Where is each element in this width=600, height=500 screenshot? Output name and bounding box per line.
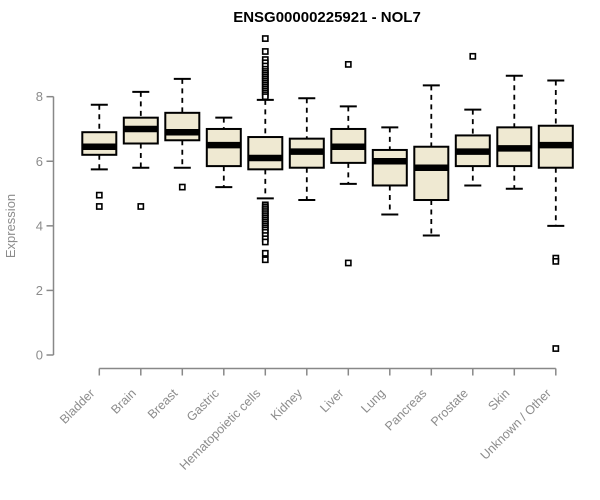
outlier-point [261,35,269,42]
boxplot-liver [330,60,367,267]
outlier-point [344,259,352,267]
boxplot-lung [371,126,408,216]
y-axis: 0 2 4 6 8 [36,89,55,363]
iqr-box [413,145,450,202]
outlier-point [261,93,269,101]
boxplot-prostate [454,52,491,187]
x-category-label-unknown-other: Unknown / Other [478,386,554,462]
outlier-point [95,203,103,210]
boxplot-kidney [288,97,325,202]
x-category-label-skin: Skin [485,386,512,413]
boxplot-gastric [205,116,242,189]
y-tick-label: 2 [36,283,43,298]
outlier-point [261,249,269,257]
outlier-point [178,183,186,191]
x-category-label-breast: Breast [145,386,181,422]
boxplot-hematopoietic-cells [247,35,284,264]
y-tick-label: 8 [36,89,43,104]
iqr-box [164,111,201,142]
boxplot-skin [496,74,533,190]
outlier-point [261,256,269,264]
iqr-box [247,136,284,171]
boxplot-breast [164,77,201,191]
iqr-box [371,148,408,187]
outlier-point [552,345,560,352]
boxplot-bladder [81,103,118,210]
outlier-point [261,238,269,246]
y-tick-label: 4 [36,218,43,233]
outlier-point [344,60,352,68]
x-category-label-gastric: Gastric [184,386,222,424]
x-category-label-brain: Brain [108,386,139,417]
x-category-label-kidney: Kidney [268,386,305,423]
y-axis-label: Expression [3,194,18,258]
x-category-label-prostate: Prostate [428,386,471,429]
outlier-point [137,203,145,210]
chart-title: ENSG00000225921 - NOL7 [233,9,421,26]
outlier-point [552,257,560,265]
x-category-label-pancreas: Pancreas [382,386,429,433]
outlier-point [95,191,103,199]
outlier-point [469,52,477,60]
boxplot-pancreas [413,84,450,237]
x-category-label-lung: Lung [358,386,388,416]
x-category-label-bladder: Bladder [57,386,97,426]
boxplot-brain [122,90,159,210]
x-category-label-liver: Liver [317,386,346,415]
outlier-point [261,48,269,55]
y-tick-label: 0 [36,348,43,363]
x-category-label-hematopoietic-cells: Hematopoietic cells [177,386,264,473]
boxplot-unknown-other [537,79,574,352]
y-tick-label: 6 [36,154,43,169]
